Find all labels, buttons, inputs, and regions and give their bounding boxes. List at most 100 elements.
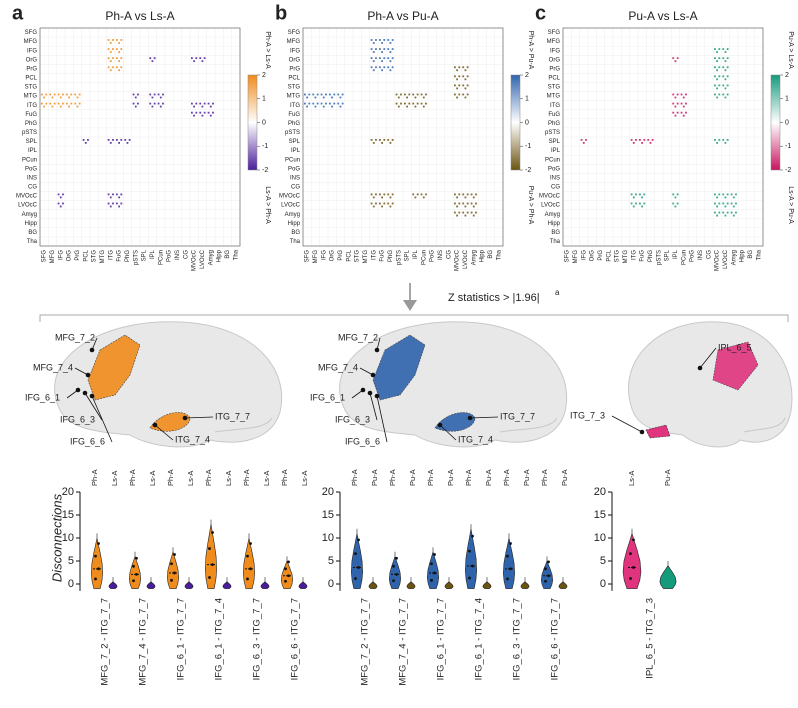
matrix-cell [195, 102, 198, 105]
matrix-cell [724, 214, 727, 217]
matrix-cell [312, 102, 315, 105]
column-label: Tha [233, 249, 239, 260]
row-label: BG [291, 230, 300, 236]
row-label: Hipp [288, 221, 301, 227]
matrix-cell [458, 93, 461, 96]
group-header: Ph-A [350, 469, 359, 486]
data-point [246, 577, 249, 581]
matrix-cell [387, 57, 390, 60]
matrix-cell [109, 142, 112, 144]
data-point [509, 567, 512, 571]
column-label: PoG [430, 250, 436, 262]
matrix-cell [649, 142, 652, 144]
pair-label: IFG_6_3 - ITG_7_7 [512, 598, 523, 680]
column-label: Hipp [217, 249, 223, 262]
column-label: STG [355, 250, 361, 263]
matrix-cell [331, 96, 333, 99]
matrix-cell [412, 193, 415, 196]
matrix-cell [726, 202, 729, 205]
matrix-cell [68, 96, 70, 99]
colorbar-tick-label: -2 [262, 167, 268, 174]
group-header: Pu-A [408, 469, 417, 486]
matrix-cell [466, 75, 469, 78]
matrix-cell [716, 87, 718, 90]
matrix-cell [722, 75, 725, 78]
row-label: STG [288, 85, 301, 91]
data-point [354, 577, 357, 580]
row-label: SFG [548, 30, 561, 36]
matrix-cell [641, 196, 643, 199]
matrix-cell [714, 139, 716, 141]
matrix-cell [391, 39, 394, 41]
region-label: MFG_7_2 [338, 332, 378, 342]
y-tick-label: 20 [594, 486, 606, 498]
matrix-cell [672, 57, 675, 60]
row-label: pSTS [545, 130, 560, 136]
column-label: pSTS [133, 250, 139, 265]
matrix-cell [724, 142, 727, 144]
matrix-cell [466, 66, 469, 69]
column-label: Amyg [208, 250, 214, 265]
matrix-cell [43, 96, 45, 99]
group-header: Ls-A [262, 471, 271, 486]
row-label: MTG [24, 94, 38, 100]
colorbar-tick-label: 2 [525, 72, 529, 79]
row-label: Amyg [285, 212, 300, 218]
matrix-cell [370, 66, 373, 69]
matrix-cell [339, 96, 342, 99]
matrix-cell [724, 87, 727, 90]
matrix-cell [466, 93, 469, 96]
violin [520, 577, 530, 589]
matrix-cell [391, 48, 394, 50]
matrix-cell [680, 111, 683, 114]
matrix-cell [191, 102, 193, 105]
matrix-cell [389, 60, 392, 63]
matrix-cell [726, 66, 729, 69]
pair-label: IFG_6_6 - ITG_7_7 [290, 598, 301, 680]
colorbar-tick-label: 1 [785, 96, 789, 103]
region-label: ITG_7_3 [570, 410, 605, 420]
group-header: Pu-A [522, 469, 531, 486]
matrix-cell [714, 193, 716, 196]
matrix-cell [726, 139, 729, 141]
colorbar-tick-label: 0 [785, 119, 789, 126]
pair-label: IPL_6_5 - ITG_7_3 [645, 598, 656, 679]
matrix-cell [109, 42, 112, 44]
matrix-cell [193, 105, 195, 108]
violin [622, 528, 642, 589]
matrix-cell [391, 57, 394, 60]
bracket [39, 314, 789, 322]
matrix-cell [458, 75, 461, 78]
group-header: Ph-A [280, 469, 289, 486]
matrix-cell [472, 196, 475, 199]
matrix-cell [149, 102, 152, 105]
group-header: Ph-A [128, 469, 137, 486]
row-label: Hipp [25, 221, 38, 227]
leader-dot [697, 365, 703, 371]
matrix-cell [414, 96, 417, 99]
column-label: MFG [313, 250, 319, 264]
row-label: CG [551, 185, 560, 191]
matrix-cell [320, 102, 323, 105]
matrix-cell [732, 196, 735, 199]
matrix-cell [370, 57, 373, 60]
data-point [471, 564, 474, 568]
leader-dot [152, 422, 158, 428]
matrix-cell [685, 93, 687, 96]
matrix-cell [375, 139, 377, 141]
colorbar-tick-label: -1 [785, 143, 791, 150]
matrix-cell [674, 196, 677, 199]
matrix-cell [372, 51, 375, 53]
colorbar-tick-label: 1 [525, 96, 529, 103]
matrix-cell [422, 96, 425, 99]
data-point [249, 567, 252, 571]
row-label: pSTS [285, 130, 300, 136]
matrix-cell [475, 193, 477, 196]
matrix-cell [475, 211, 477, 214]
matrix-cell [389, 51, 392, 53]
leader-dot [89, 393, 95, 399]
matrix-cell [391, 66, 394, 69]
matrix-cell [57, 102, 60, 105]
matrix-cell [109, 60, 112, 63]
row-label: SFG [25, 30, 38, 36]
